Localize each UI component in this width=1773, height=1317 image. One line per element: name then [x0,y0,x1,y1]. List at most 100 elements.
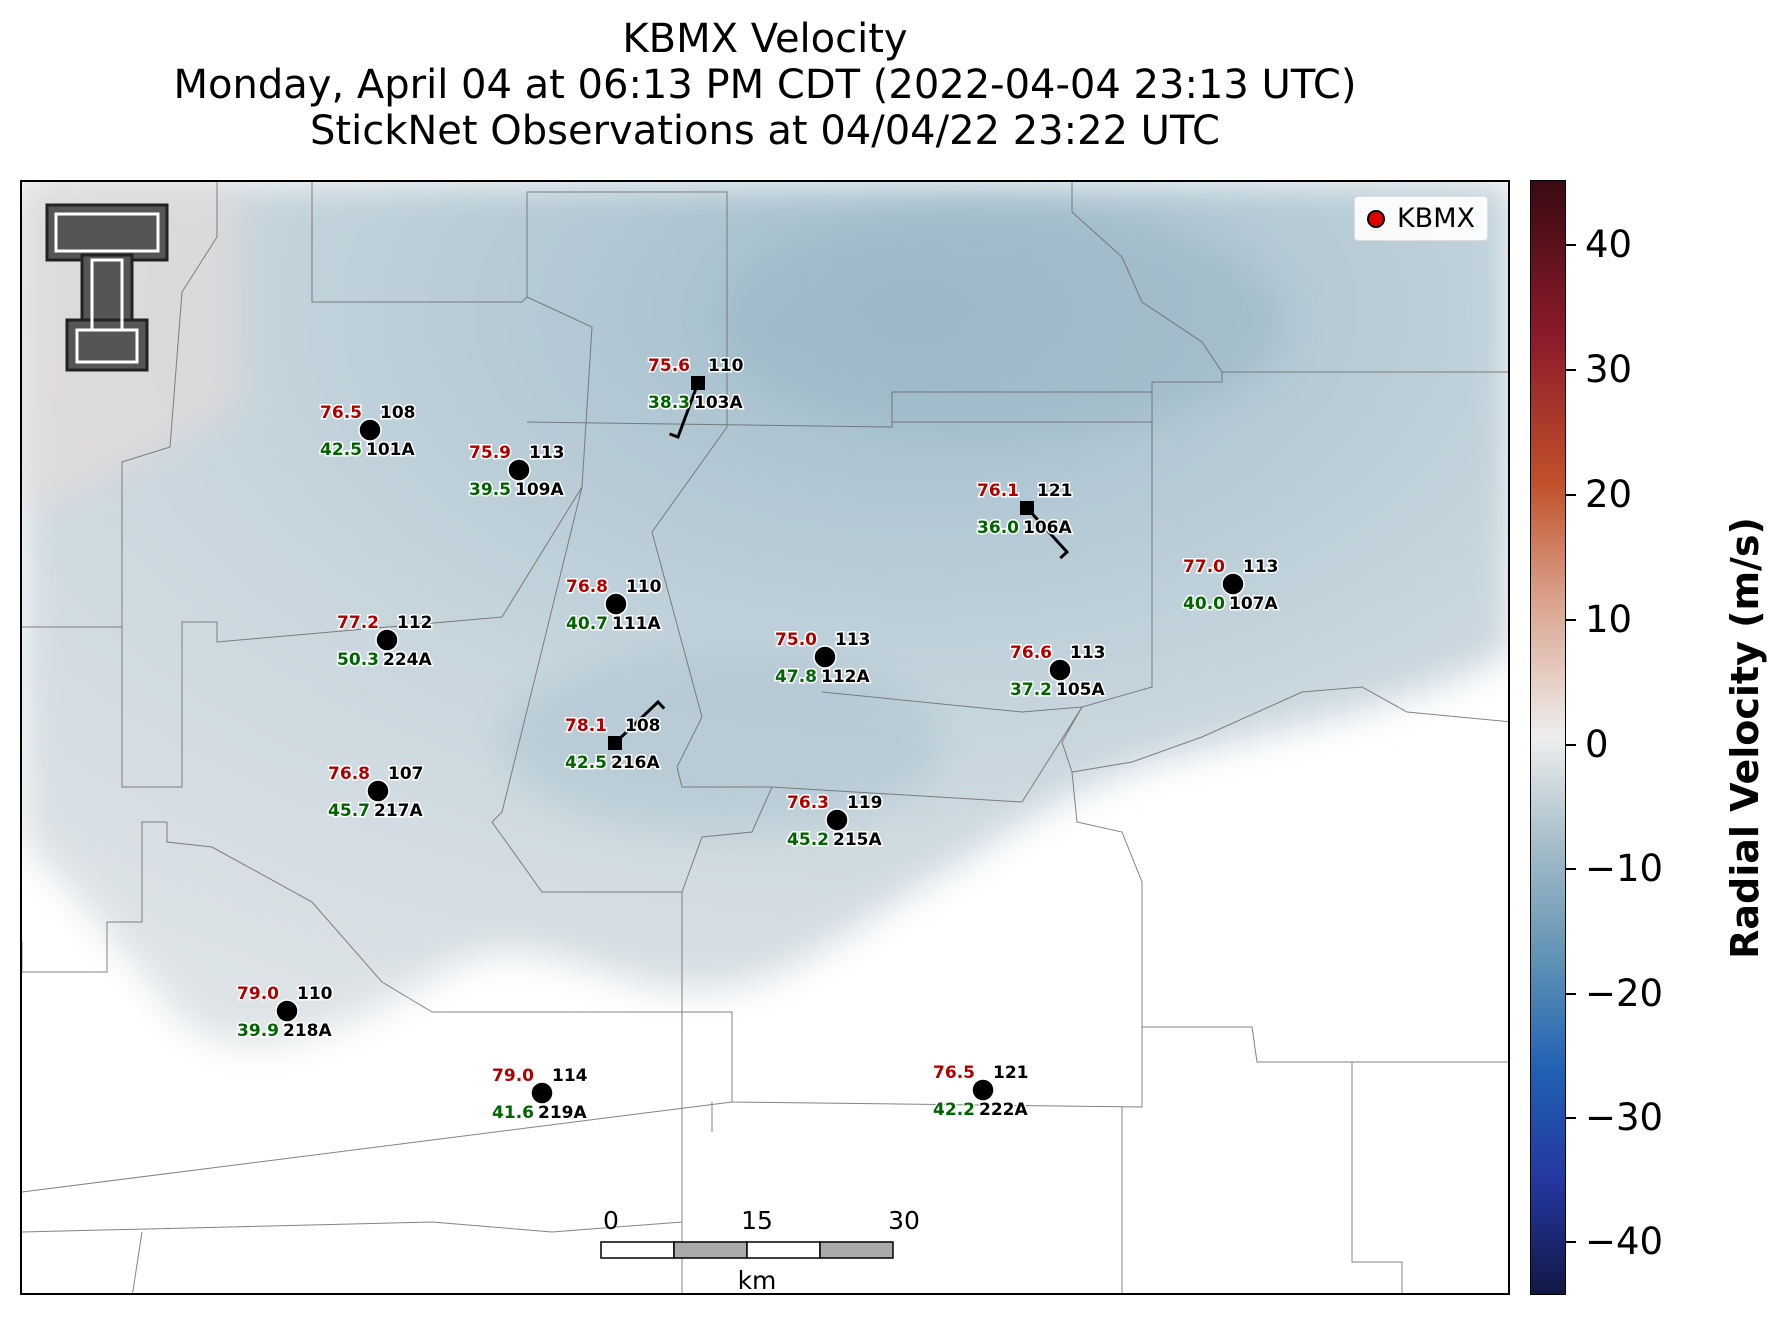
station-pressure: 119 [847,793,883,813]
colorbar-tick-label: 30 [1585,348,1633,391]
station-circle-marker [507,458,531,482]
station-temperature: 77.0 [1183,557,1225,577]
station-109A[interactable]: 75.9 113 39.5 109A [468,442,566,502]
station-circle-marker [1048,658,1072,682]
station-id: 109A [515,480,564,500]
station-dewpoint: 37.2 [1010,680,1052,700]
station-temperature: 79.0 [492,1066,534,1086]
colorbar-tick-mark [1566,993,1576,995]
county-borders [22,182,1508,1293]
station-circle-marker [1221,572,1245,596]
station-square-marker [691,376,705,390]
station-circle-marker [825,808,849,832]
station-111A[interactable]: 76.8 110 40.7 111A [565,576,664,636]
station-temperature: 75.6 [648,356,690,376]
station-temperature: 76.8 [328,764,370,784]
station-pressure: 114 [552,1066,588,1086]
station-id: 111A [612,614,661,634]
colorbar-tick-label: 10 [1585,598,1633,641]
station-105A[interactable]: 76.6 113 37.2 105A [1009,642,1107,702]
scale-label-15: 15 [741,1206,773,1235]
station-pressure: 113 [1070,643,1106,663]
colorbar-tick-mark [1566,494,1576,496]
station-dewpoint: 42.2 [933,1100,975,1120]
station-217A[interactable]: 76.8 107 45.7 217A [327,763,425,823]
station-id: 217A [374,801,423,821]
scale-bar-segments [600,1241,894,1259]
station-215A[interactable]: 76.3 119 45.2 215A [786,792,884,852]
colorbar-tick-label: 0 [1585,723,1609,766]
title-line-1: KBMX Velocity [622,16,908,62]
colorbar-tick-mark [1566,369,1576,371]
legend-label: KBMX [1396,203,1475,234]
station-101A[interactable]: 76.5 108 42.5 101A [319,402,417,462]
station-temperature: 78.1 [565,716,607,736]
station-pressure: 121 [993,1063,1029,1083]
station-222A[interactable]: 76.5 121 42.2 222A [932,1062,1030,1122]
station-temperature: 79.0 [237,984,279,1004]
station-id: 107A [1229,594,1278,614]
station-pressure: 110 [297,984,333,1004]
station-circle-marker [358,418,382,442]
station-square-marker [608,736,622,750]
station-id: 218A [283,1021,332,1041]
colorbar-label: Radial Velocity (m/s) [1723,517,1767,959]
station-id: 112A [821,667,870,687]
station-107A[interactable]: 77.0 113 40.0 107A [1182,556,1280,616]
station-218A[interactable]: 79.0 110 39.9 218A [236,983,335,1043]
station-circle-marker [275,999,299,1023]
scale-label-30: 30 [888,1206,920,1235]
kbmx-marker-icon [1366,209,1385,228]
station-106A[interactable]: 76.1 121 36.0 106A [976,480,1074,560]
station-id: 103A [694,393,743,413]
station-circle-marker [375,628,399,652]
station-id: 105A [1056,680,1105,700]
station-dewpoint: 41.6 [492,1103,534,1123]
title-line-2: Monday, April 04 at 06:13 PM CDT (2022-0… [173,62,1357,108]
wind-barb [1025,506,1070,560]
station-circle-marker [604,592,628,616]
station-dewpoint: 36.0 [977,518,1019,538]
station-pressure: 121 [1037,481,1073,501]
station-112A[interactable]: 75.0 113 47.8 112A [774,629,872,689]
station-dewpoint: 40.7 [566,614,608,634]
colorbar-tick-label: 20 [1585,473,1633,516]
colorbar-tick-mark [1566,244,1576,246]
colorbar-tick-mark [1566,744,1576,746]
colorbar-tick-label: −20 [1585,972,1664,1015]
scale-label-0: 0 [603,1206,619,1235]
station-circle-marker [971,1078,995,1102]
station-dewpoint: 39.9 [237,1021,279,1041]
station-219A[interactable]: 79.0 114 41.6 219A [491,1065,590,1125]
station-pressure: 112 [397,613,433,633]
station-square-marker [1020,501,1034,515]
colorbar-tick-mark [1566,619,1576,621]
station-dewpoint: 39.5 [469,480,511,500]
station-temperature: 77.2 [337,613,379,633]
station-temperature: 76.6 [1010,643,1052,663]
station-dewpoint: 47.8 [775,667,817,687]
station-216A[interactable]: 78.1 108 42.5 216A [564,699,666,775]
station-pressure: 110 [708,356,744,376]
texas-tech-logo [45,203,169,372]
station-pressure: 113 [835,630,871,650]
radar-map[interactable]: 76.5 108 42.5 101A 75.9 113 39.5 109A 75.6 110 38.… [20,180,1510,1295]
station-temperature: 76.8 [566,577,608,597]
velocity-field [22,182,1508,1045]
colorbar-tick-label: 40 [1585,223,1633,266]
station-dewpoint: 42.5 [320,440,362,460]
station-pressure: 108 [380,403,416,423]
station-dewpoint: 38.3 [648,393,690,413]
station-id: 106A [1023,518,1072,538]
station-224A[interactable]: 77.2 112 50.3 224A [336,612,434,672]
colorbar-tick-mark [1566,1241,1576,1243]
station-pressure: 113 [1243,557,1279,577]
station-pressure: 108 [625,716,661,736]
colorbar-tick-label: −40 [1585,1220,1664,1263]
station-circle-marker [530,1081,554,1105]
station-circle-marker [813,645,837,669]
station-id: 219A [538,1103,587,1123]
station-103A[interactable]: 75.6 110 38.3 103A [647,355,745,439]
